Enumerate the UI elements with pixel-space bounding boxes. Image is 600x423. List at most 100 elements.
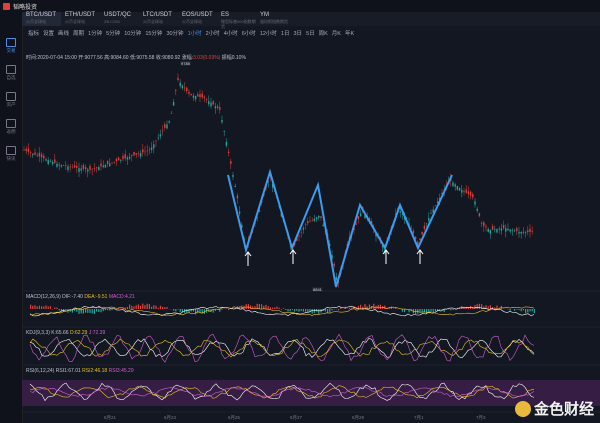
tab-3[interactable]: LTC/USDT 火币全球站 <box>139 12 178 26</box>
toolbar-item-3[interactable]: 周期 <box>73 30 85 37</box>
candle-body <box>522 232 525 233</box>
rsi-band <box>22 380 600 406</box>
candle-body <box>337 281 340 283</box>
price-low-tag: 8841 <box>312 287 323 292</box>
macd-bar <box>32 305 34 309</box>
toolbar-item-9[interactable]: 1小时 <box>187 30 202 37</box>
macd-bar <box>87 309 89 313</box>
candle-body <box>322 224 324 227</box>
candle-body <box>131 154 133 157</box>
candle-body <box>177 77 179 80</box>
toolbar-item-14[interactable]: 1日 <box>280 30 290 37</box>
macd-bar <box>203 309 205 314</box>
macd-bar <box>269 307 271 309</box>
tab-6[interactable]: YM 道琼斯指数期货 <box>256 12 295 26</box>
macd-bar <box>305 309 307 312</box>
macd-dea-line <box>29 306 535 316</box>
candle-body <box>238 211 241 214</box>
toolbar-item-18[interactable]: 月K <box>331 30 341 37</box>
macd-bar <box>481 304 483 309</box>
candle-body <box>49 161 52 162</box>
macd-bar <box>245 304 247 309</box>
x-tick-label: 6月21 <box>104 415 117 420</box>
macd-bar <box>507 309 509 310</box>
candle-body <box>29 152 32 153</box>
candle-body <box>40 154 43 158</box>
candle-body <box>201 93 203 98</box>
candle-body <box>311 220 313 221</box>
toolbar-item-1[interactable]: 设置 <box>43 30 55 37</box>
sidebar-item-3[interactable]: 返佣 <box>0 119 22 135</box>
toolbar-item-17[interactable]: 周K <box>318 30 328 37</box>
toolbar-item-8[interactable]: 30分钟 <box>166 30 184 37</box>
toolbar-item-10[interactable]: 2小时 <box>205 30 220 37</box>
sidebar-item-0[interactable]: 交易 <box>0 38 22 54</box>
tab-1[interactable]: ETH/USDT 火币全球站 <box>61 12 100 26</box>
candle-body <box>232 175 234 177</box>
toolbar-item-5[interactable]: 5分钟 <box>106 30 121 37</box>
macd-bar <box>69 309 71 312</box>
candle-body <box>359 213 362 217</box>
candle-body <box>496 229 498 233</box>
macd-bar <box>485 305 487 309</box>
tab-0[interactable]: BTC/USDT 火币全球站 <box>22 12 61 26</box>
toolbar-item-6[interactable]: 10分钟 <box>124 30 142 37</box>
toolbar-item-15[interactable]: 3日 <box>293 30 303 37</box>
macd-bar <box>487 306 489 309</box>
tab-4[interactable]: EOS/USDT 火币全球站 <box>178 12 217 26</box>
candle-body <box>82 165 85 169</box>
macd-bar <box>384 305 386 309</box>
candle-body <box>221 120 223 123</box>
toolbar-item-13[interactable]: 12小时 <box>259 30 277 37</box>
candle-body <box>454 184 456 187</box>
toolbar-item-7[interactable]: 15分钟 <box>145 30 163 37</box>
macd-bar <box>201 309 203 314</box>
toolbar-item-2[interactable]: 画线 <box>58 30 70 37</box>
toolbar-item-16[interactable]: 5日 <box>306 30 315 37</box>
candle-body <box>194 96 197 100</box>
candle-body <box>467 191 470 195</box>
macd-bar <box>212 309 214 313</box>
sidebar-item-2[interactable]: 资产 <box>0 92 22 108</box>
candle-body <box>60 165 63 167</box>
macd-bar <box>71 309 73 313</box>
macd-bar <box>177 309 179 310</box>
macd-bar <box>129 304 131 309</box>
macd-name: MACD(12,26,9) <box>26 294 61 300</box>
tab-2[interactable]: USDT/QC ZB.COM <box>100 12 139 26</box>
info-low: 低:9075.58 <box>129 55 155 61</box>
sidebar-item-4[interactable]: 快讯 <box>0 146 22 162</box>
macd-bar <box>360 304 362 309</box>
macd-bar <box>250 305 252 309</box>
rsi-1: RSI1:67.01 <box>55 368 81 374</box>
candle-body <box>513 230 516 232</box>
candle-body <box>511 229 514 231</box>
macd-bar <box>148 304 150 309</box>
toolbar-item-12[interactable]: 6小时 <box>241 30 256 37</box>
macd-bar <box>280 309 282 310</box>
toolbar-item-4[interactable]: 1分钟 <box>88 30 103 37</box>
tab-5[interactable]: ES 微型标普500指数期货 <box>217 12 256 29</box>
candle-body <box>166 124 168 129</box>
candle-body <box>461 189 463 193</box>
macd-bar <box>476 304 478 309</box>
toolbar-item-0[interactable]: 指标 <box>28 30 40 37</box>
sidebar-icon <box>6 146 16 155</box>
toolbar-item-19[interactable]: 年K <box>344 30 355 37</box>
tab-title: ETH/USDT <box>65 12 95 18</box>
sidebar-label: 返佣 <box>6 129 16 134</box>
candle-body <box>210 102 212 107</box>
macd-bar <box>291 309 293 310</box>
candle-body <box>109 163 111 167</box>
candle-body <box>159 134 162 137</box>
candle-body <box>45 159 47 161</box>
candle-body <box>76 165 78 168</box>
candle-body <box>32 153 34 155</box>
macd-bar <box>186 309 188 313</box>
candle-body <box>87 169 89 172</box>
toolbar-item-11[interactable]: 4小时 <box>223 30 238 37</box>
candle-body <box>267 181 269 183</box>
sidebar-item-1[interactable]: 自选 <box>0 65 22 81</box>
info-amplitude: 振幅0.10% <box>221 55 246 61</box>
